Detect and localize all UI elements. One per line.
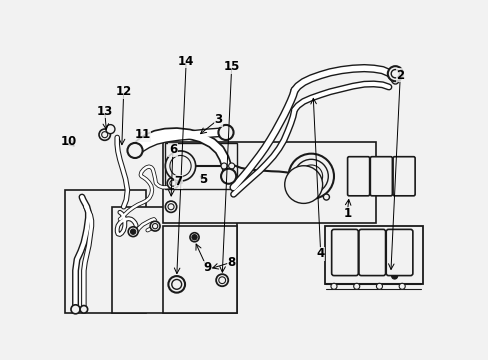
Circle shape — [395, 168, 411, 185]
Circle shape — [288, 154, 333, 199]
Circle shape — [165, 201, 176, 212]
Circle shape — [228, 163, 234, 169]
Circle shape — [102, 132, 107, 138]
Text: 12: 12 — [115, 85, 131, 98]
Circle shape — [299, 165, 322, 188]
Circle shape — [130, 229, 136, 234]
Text: 3: 3 — [214, 113, 222, 126]
Text: 11: 11 — [134, 128, 150, 141]
Circle shape — [150, 221, 160, 231]
Bar — [112, 207, 237, 314]
FancyBboxPatch shape — [369, 157, 391, 196]
FancyBboxPatch shape — [331, 229, 358, 276]
FancyBboxPatch shape — [386, 229, 412, 276]
Circle shape — [216, 274, 228, 286]
Circle shape — [372, 168, 389, 185]
Circle shape — [221, 163, 226, 169]
Circle shape — [353, 283, 359, 289]
Circle shape — [390, 69, 399, 78]
Circle shape — [349, 168, 366, 185]
Circle shape — [221, 169, 236, 184]
Circle shape — [376, 283, 382, 289]
Circle shape — [330, 283, 336, 289]
Circle shape — [387, 66, 402, 81]
Text: 10: 10 — [61, 135, 77, 148]
Text: 15: 15 — [223, 60, 239, 73]
Bar — [163, 141, 375, 223]
Circle shape — [168, 204, 174, 210]
Text: 2: 2 — [395, 68, 404, 82]
Circle shape — [294, 159, 327, 193]
Circle shape — [168, 276, 184, 293]
Text: 6: 6 — [168, 143, 177, 157]
FancyBboxPatch shape — [347, 157, 369, 196]
Circle shape — [218, 277, 225, 284]
Circle shape — [71, 305, 80, 314]
Circle shape — [152, 224, 158, 229]
Circle shape — [189, 233, 199, 242]
Circle shape — [167, 177, 178, 189]
Text: 13: 13 — [97, 105, 113, 118]
Text: 1: 1 — [343, 207, 350, 220]
FancyBboxPatch shape — [392, 157, 414, 196]
Circle shape — [218, 125, 233, 140]
Text: 4: 4 — [316, 247, 324, 260]
Text: 14: 14 — [178, 55, 194, 68]
FancyBboxPatch shape — [358, 229, 385, 276]
Circle shape — [80, 306, 87, 313]
Text: 7: 7 — [174, 175, 183, 188]
Circle shape — [165, 151, 195, 181]
Circle shape — [191, 235, 197, 240]
Circle shape — [389, 243, 408, 262]
Text: 8: 8 — [227, 256, 235, 269]
Circle shape — [99, 129, 110, 140]
Bar — [65, 190, 146, 314]
Bar — [165, 143, 237, 189]
Circle shape — [391, 273, 397, 279]
Bar — [324, 226, 422, 284]
Circle shape — [127, 143, 142, 158]
Circle shape — [284, 166, 322, 203]
Text: 5: 5 — [199, 172, 207, 185]
Circle shape — [323, 194, 329, 200]
Circle shape — [105, 125, 115, 134]
Circle shape — [128, 227, 138, 237]
Circle shape — [169, 180, 176, 186]
Bar — [163, 226, 237, 314]
Circle shape — [335, 243, 354, 262]
Circle shape — [398, 283, 405, 289]
Circle shape — [169, 156, 191, 176]
Circle shape — [362, 243, 381, 262]
Text: 9: 9 — [203, 261, 211, 274]
Circle shape — [171, 279, 181, 289]
